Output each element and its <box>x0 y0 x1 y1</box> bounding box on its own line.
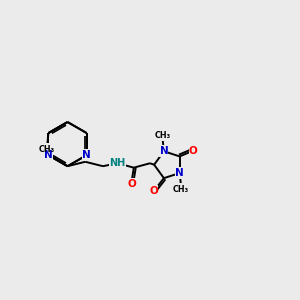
FancyBboxPatch shape <box>127 178 136 190</box>
FancyBboxPatch shape <box>150 129 175 141</box>
FancyBboxPatch shape <box>149 184 158 196</box>
FancyBboxPatch shape <box>189 145 198 157</box>
Text: O: O <box>149 185 158 196</box>
Text: N: N <box>160 146 168 156</box>
Text: N: N <box>82 150 91 160</box>
Text: CH₃: CH₃ <box>39 145 55 154</box>
FancyBboxPatch shape <box>169 183 193 195</box>
FancyBboxPatch shape <box>82 149 91 161</box>
Text: NH: NH <box>110 158 126 168</box>
Text: N: N <box>44 150 53 160</box>
FancyBboxPatch shape <box>160 146 168 157</box>
Text: CH₃: CH₃ <box>154 130 170 140</box>
FancyBboxPatch shape <box>44 149 53 161</box>
Text: N: N <box>175 168 184 178</box>
Text: O: O <box>189 146 198 156</box>
Text: O: O <box>127 179 136 189</box>
FancyBboxPatch shape <box>35 143 59 155</box>
FancyBboxPatch shape <box>175 167 184 179</box>
Text: CH₃: CH₃ <box>173 185 189 194</box>
FancyBboxPatch shape <box>110 158 126 169</box>
